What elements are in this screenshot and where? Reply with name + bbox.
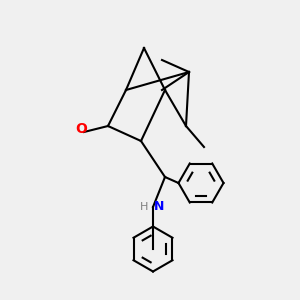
Text: N: N bbox=[154, 200, 164, 214]
Text: O: O bbox=[75, 122, 87, 136]
Text: H: H bbox=[140, 202, 148, 212]
